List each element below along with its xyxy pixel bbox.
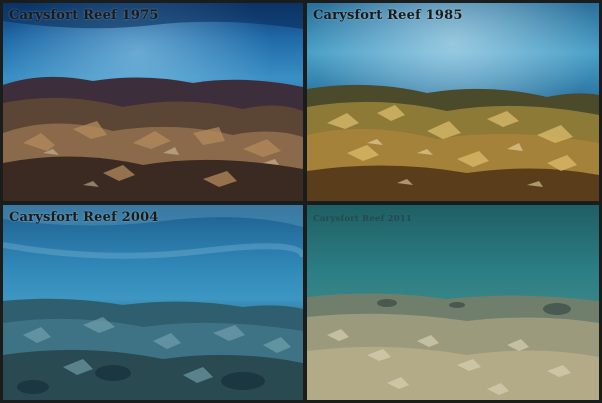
reef-photo-2004: Carysfort Reef 2004 <box>3 205 303 400</box>
reef-image-1985 <box>307 3 599 201</box>
photo-caption-1975: Carysfort Reef 1975 <box>9 8 159 23</box>
reef-photo-1985: Carysfort Reef 1985 <box>307 3 599 201</box>
photo-caption-2004: Carysfort Reef 2004 <box>9 210 159 225</box>
reef-image-1975 <box>3 3 303 201</box>
photo-caption-1985: Carysfort Reef 1985 <box>313 8 463 23</box>
reef-image-2011 <box>307 205 599 400</box>
reef-image-2004 <box>3 205 303 400</box>
photo-caption-2011: Carysfort Reef 2011 <box>313 214 413 224</box>
reef-photo-1975: Carysfort Reef 1975 <box>3 3 303 201</box>
reef-photo-2011: Carysfort Reef 2011 <box>307 205 599 400</box>
